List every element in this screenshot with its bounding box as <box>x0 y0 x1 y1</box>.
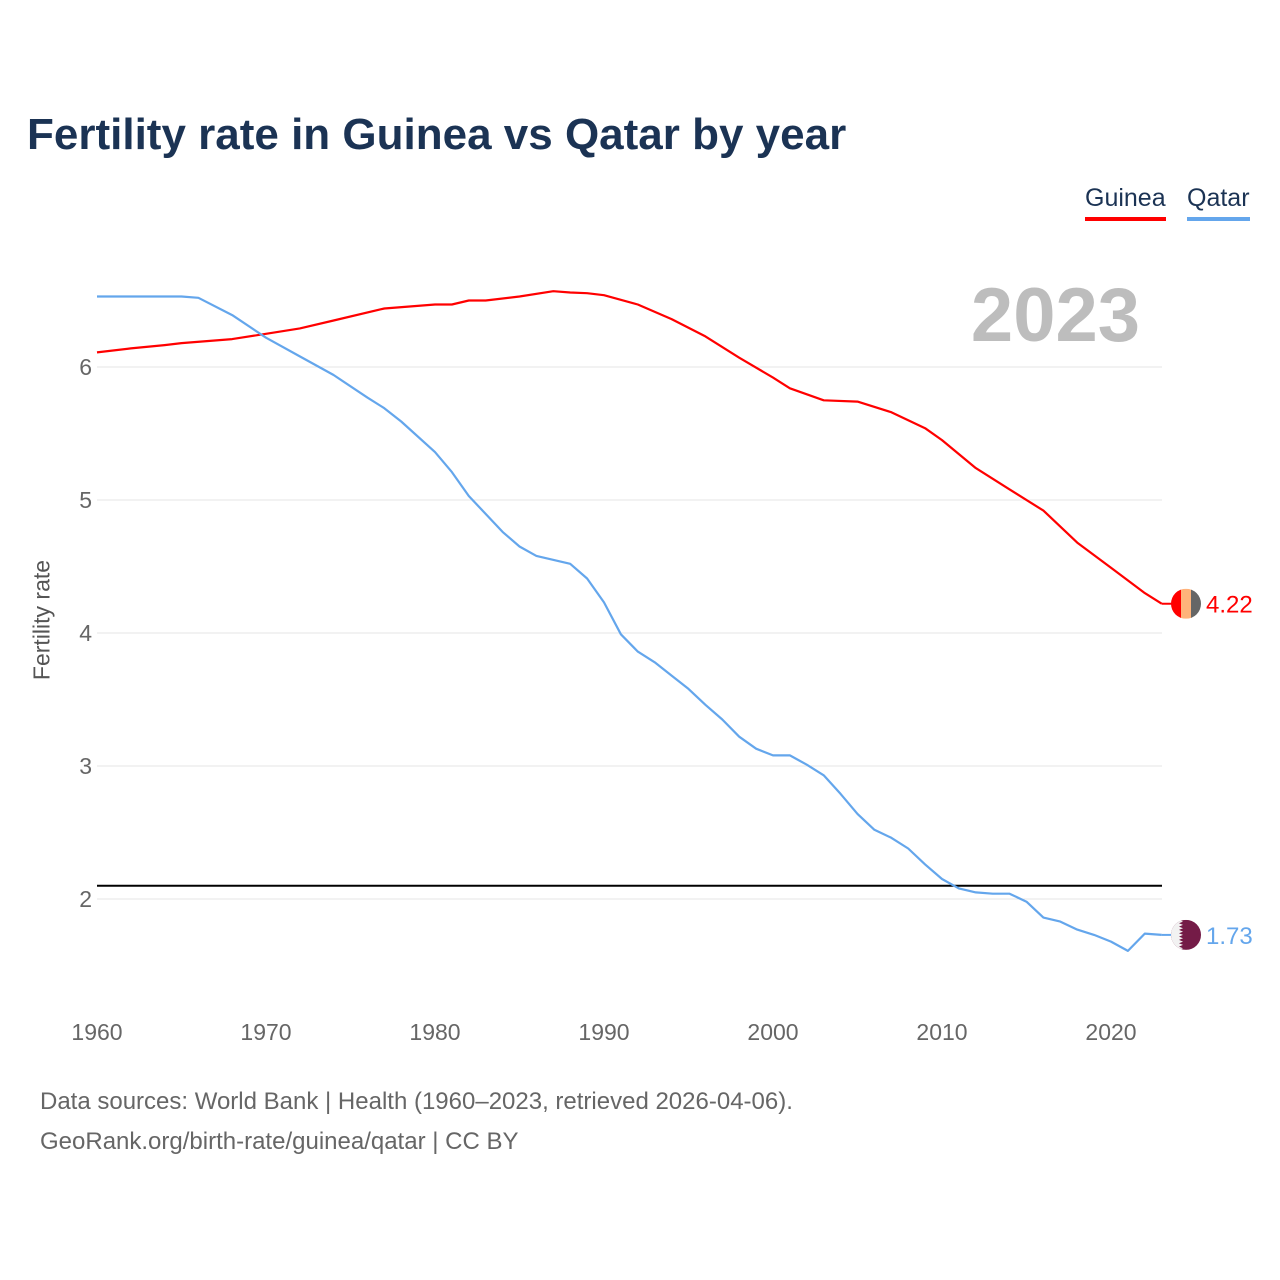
x-tick-label: 1970 <box>240 1019 291 1045</box>
flag-qatar-icon <box>1171 919 1201 950</box>
x-tick-label: 2000 <box>747 1019 798 1045</box>
x-tick-label: 1960 <box>71 1019 122 1045</box>
y-tick-label: 4 <box>79 620 92 646</box>
flag-body <box>1171 919 1201 950</box>
y-tick-label: 6 <box>79 354 92 380</box>
flag-guinea-icon <box>1171 588 1201 619</box>
flag-serration <box>1171 919 1183 950</box>
year-label: 2023 <box>970 273 1140 358</box>
x-tick-label: 2020 <box>1085 1019 1136 1045</box>
series-line-qatar <box>97 295 1162 952</box>
flag-stripe <box>1181 588 1192 619</box>
flag-stripe <box>1171 588 1182 619</box>
chart-title: Fertility rate in Guinea vs Qatar by yea… <box>27 110 847 159</box>
flag-stripe <box>1191 588 1201 619</box>
series-line-guinea <box>96 290 1163 605</box>
y-tick-label: 3 <box>79 753 92 779</box>
x-tick-label: 2010 <box>916 1019 967 1045</box>
end-value-label-qatar: 1.73 <box>1206 923 1253 950</box>
end-value-label-guinea: 4.22 <box>1206 592 1253 619</box>
y-tick-label: 5 <box>79 487 92 513</box>
x-tick-label: 1980 <box>409 1019 460 1045</box>
legend-item-qatar[interactable]: Qatar <box>1187 184 1250 221</box>
x-tick-label: 1990 <box>578 1019 629 1045</box>
legend-item-guinea[interactable]: Guinea <box>1085 184 1166 221</box>
flag-body <box>1171 588 1201 619</box>
y-tick-label: 2 <box>79 886 92 912</box>
data-sources: Data sources: World Bank | Health (1960–… <box>40 1088 793 1115</box>
credit-link[interactable]: GeoRank.org/birth-rate/guinea/qatar | CC… <box>40 1128 519 1155</box>
